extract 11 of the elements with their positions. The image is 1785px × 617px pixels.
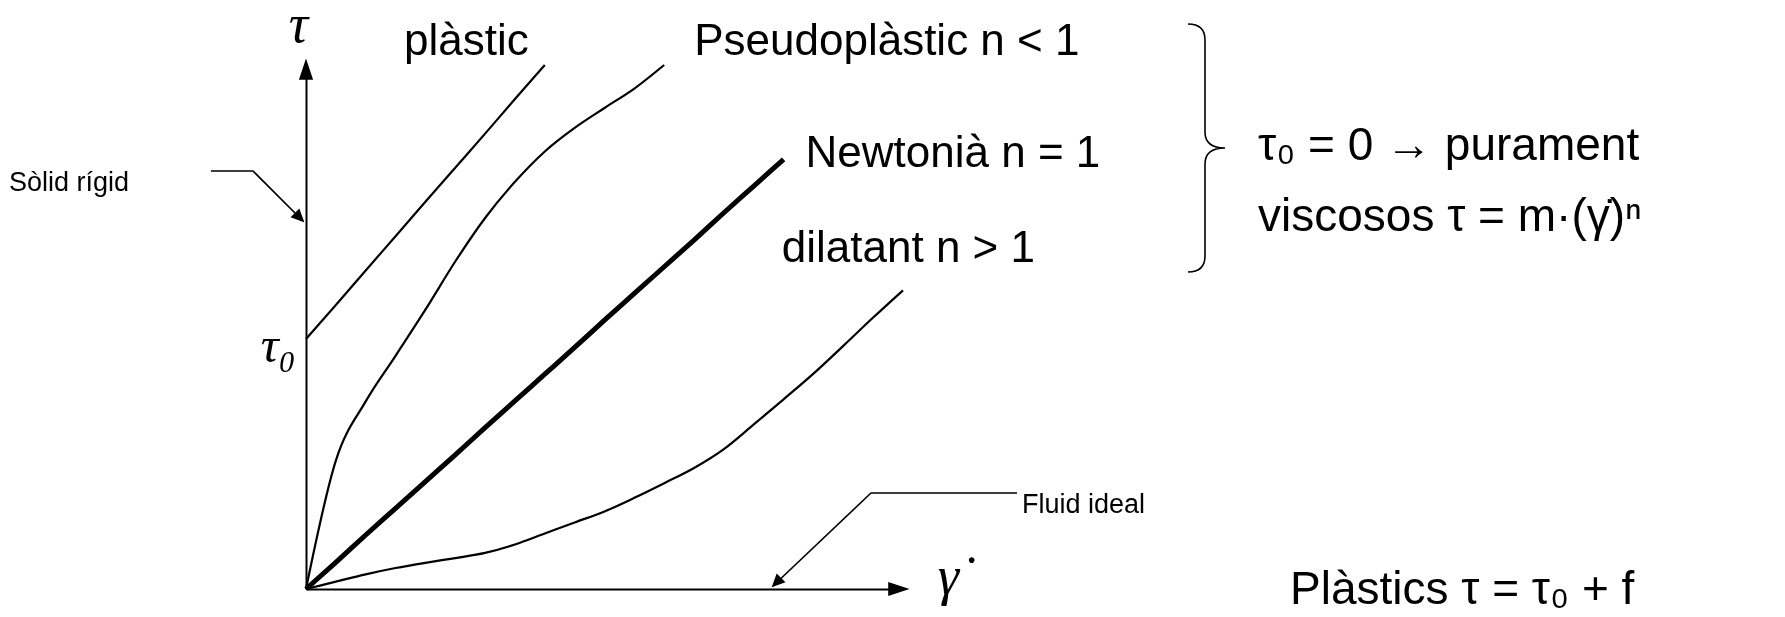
text: τ₀ = 0 → purament viscosos τ = m·(γ̇)ⁿ — [1258, 116, 1643, 243]
x-axis-title: γ̇ — [937, 545, 976, 606]
legend-label: plàstic — [404, 15, 529, 64]
y-axis-title: τ — [288, 0, 310, 54]
series-label: Newtonià n = 1 — [805, 127, 1101, 177]
series-label: Pseudoplàstic n < 1 — [694, 15, 1080, 64]
text: τ₀ — [260, 317, 296, 373]
text: Plàstics τ = τ₀ + f — [1290, 562, 1635, 614]
text: Fluid ideal — [1022, 488, 1146, 519]
text: Sòlid rígid — [9, 166, 130, 197]
series-label: dilatant n > 1 — [781, 222, 1035, 272]
